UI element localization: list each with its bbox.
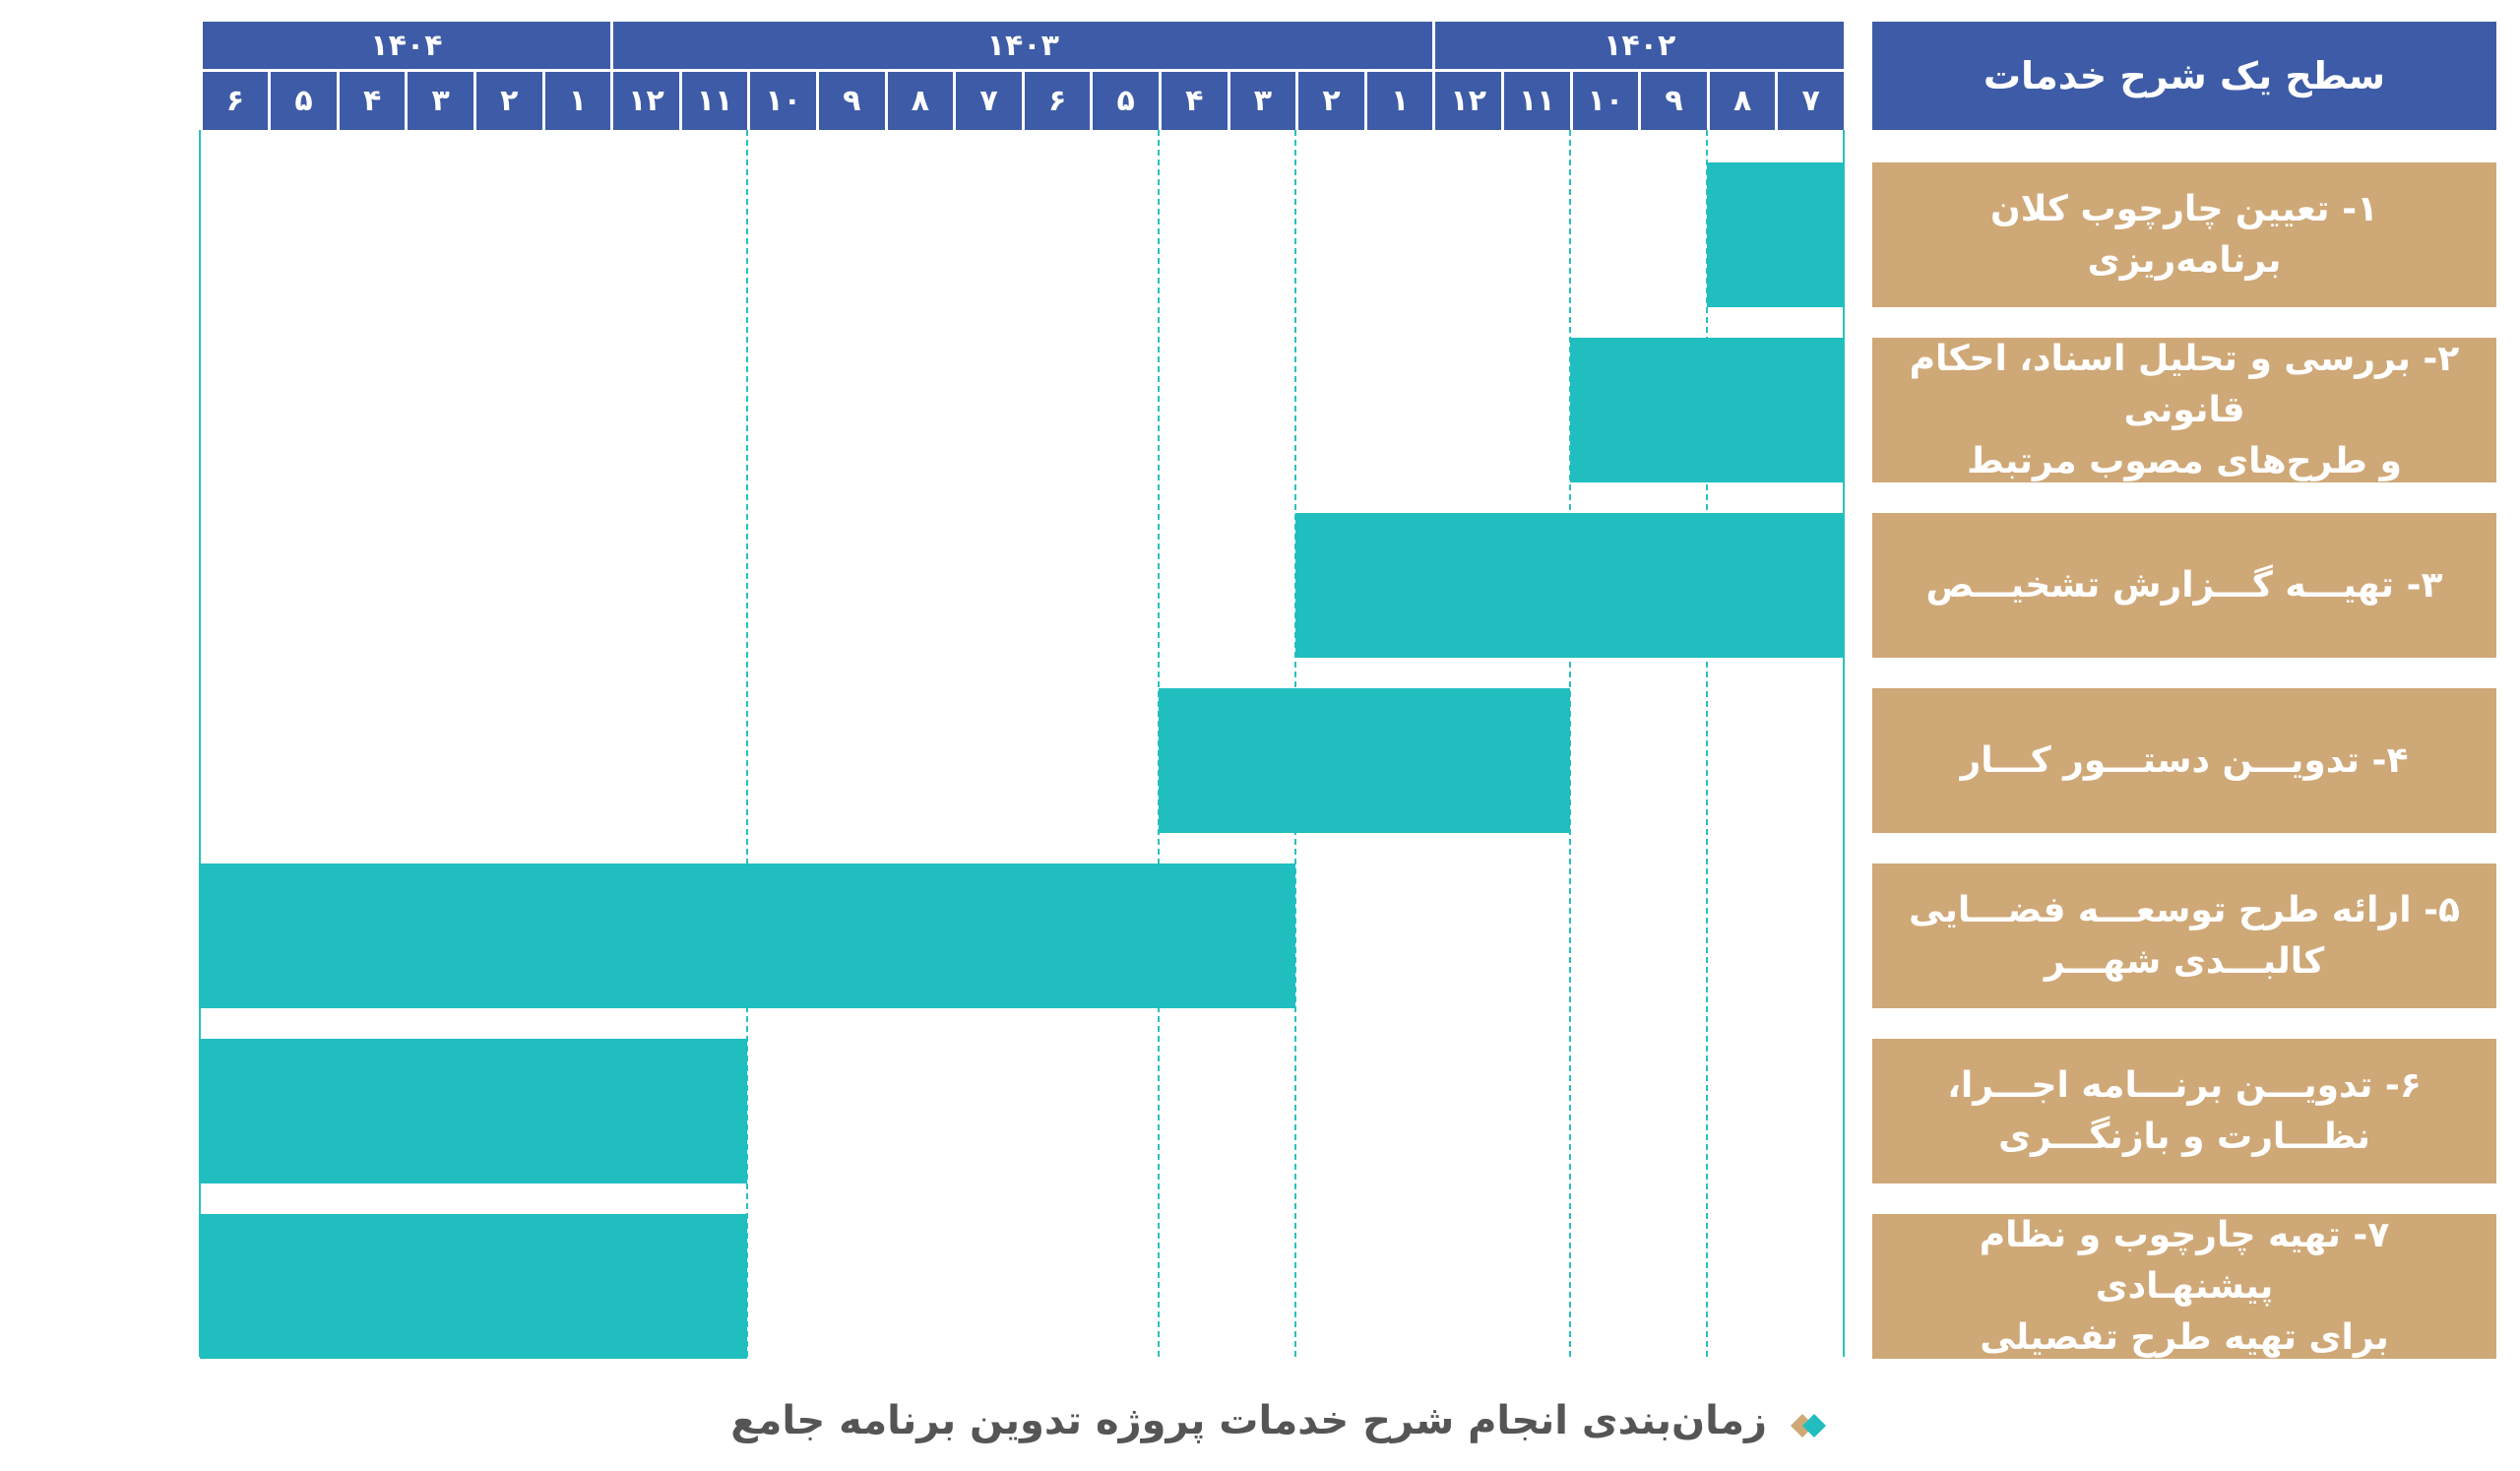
month-header-cell: ۱۲ [610,69,679,130]
grid-line [1568,130,1571,1357]
month-header-cell: ۳ [1227,69,1296,130]
month-header-cell: ۵ [1090,69,1159,130]
month-header-cell: ۱۱ [678,69,748,130]
month-header-cell: ۳ [405,69,473,130]
month-header-cell: ۱۲ [1432,69,1501,130]
month-header-cell: ۱۰ [747,69,816,130]
year-header-0: ۱۴۰۲ [1432,22,1844,69]
month-header-cell: ۶ [199,69,269,130]
month-header-cell: ۴ [336,69,406,130]
month-header-cell: ۲ [1295,69,1364,130]
task-bar-7 [199,1214,748,1359]
month-header-cell: ۱ [1363,69,1433,130]
grid-line [746,130,749,1357]
task-label-7: ۷- تهیه چارچوب و نظام پیشنهـادی برای تهی… [1872,1214,2496,1359]
month-header-cell: ۴ [1159,69,1228,130]
month-header-cell: ۲ [473,69,542,130]
grid-line [1843,130,1845,1357]
month-header-cell: ۷ [1775,69,1844,130]
task-bar-3 [1295,513,1844,658]
month-header-cell: ۱۱ [1501,69,1570,130]
month-header-cell: ۹ [1638,69,1707,130]
grid-line [1705,130,1708,1357]
month-header-cell: ۱ [541,69,611,130]
task-label-2: ۲- بررسی و تحلیل اسناد، احکام قانونی و ط… [1872,338,2496,482]
month-header-cell: ۵ [268,69,337,130]
task-bar-1 [1706,162,1844,307]
task-label-6: ۶- تدویـــن برنـــامه اجـــرا، نظـــارت … [1872,1039,2496,1183]
grid-line [198,130,201,1357]
chart-caption: زمان‌بندی انجام شرح خدمات پروژه تدوین بر… [730,1398,1767,1443]
task-label-5: ۵- ارائه طرح توسعـــه فضـــایی کالبـــدی… [1872,863,2496,1008]
task-bar-4 [1159,688,1570,833]
year-header-1: ۱۴۰۳ [610,22,1433,69]
header-label: سطح یک شرح خدمات [1872,22,2496,130]
month-header-cell: ۷ [953,69,1022,130]
task-label-1: ۱- تعیین چارچوب کلان برنامه‌ریزی [1872,162,2496,307]
diamond-legend-icon [1791,1414,1826,1438]
month-header-cell: ۶ [1021,69,1091,130]
task-bar-2 [1569,338,1844,482]
task-label-3: ۳- تهیـــه گـــزارش تشخیـــص [1872,513,2496,658]
task-bar-6 [199,1039,748,1183]
month-header-cell: ۸ [1706,69,1776,130]
task-bar-5 [199,863,1296,1008]
month-header-cell: ۹ [816,69,885,130]
month-header-cell: ۱۰ [1569,69,1639,130]
year-header-2: ۱۴۰۴ [199,22,611,69]
task-label-4: ۴- تدویـــن دستـــور کـــار [1872,688,2496,833]
month-header-cell: ۸ [884,69,954,130]
